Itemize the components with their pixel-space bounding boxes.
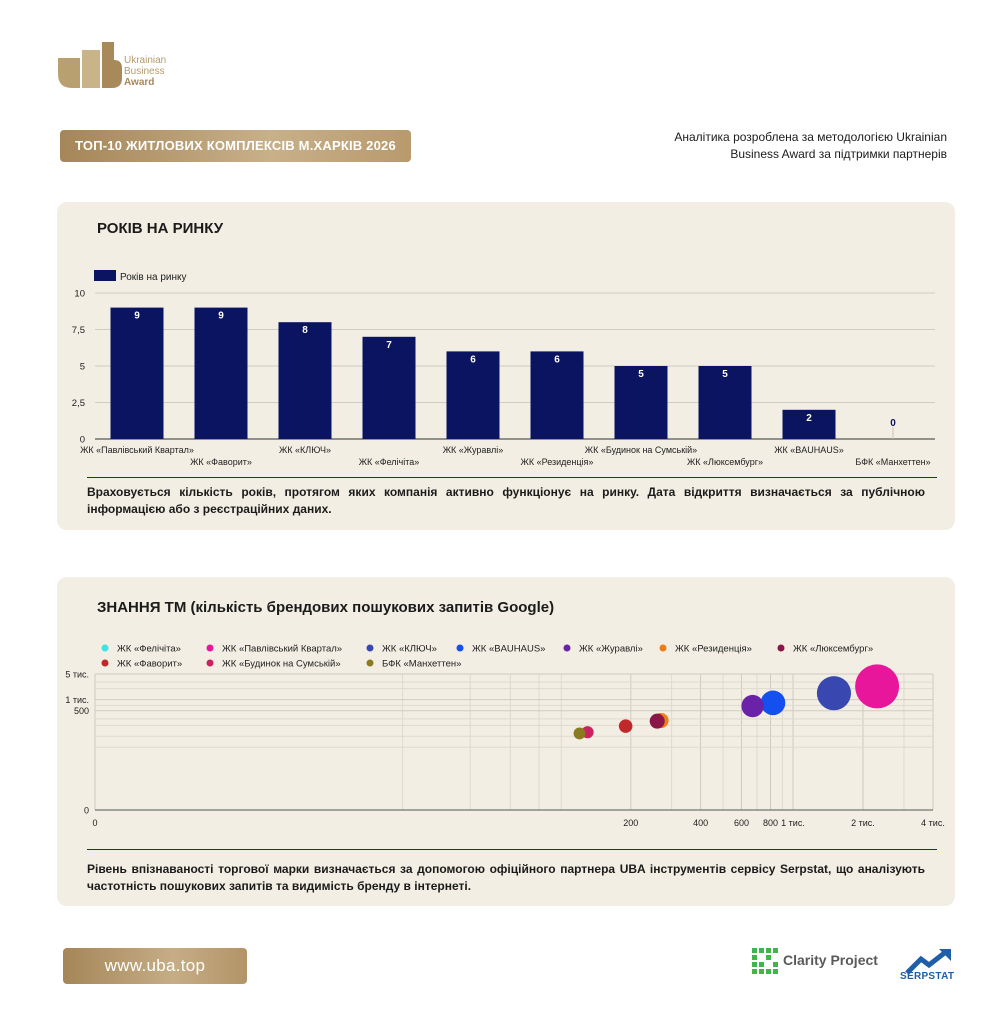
x-tick-label: 1 тис. bbox=[781, 818, 805, 828]
bar bbox=[110, 307, 164, 439]
y-tick-label: 10 bbox=[74, 289, 85, 300]
x-tick-label: ЖК «Будинок на Сумській» bbox=[585, 445, 697, 455]
y-tick-label: 500 bbox=[74, 706, 89, 716]
page-title: ТОП-10 ЖИТЛОВИХ КОМПЛЕКСІВ М.ХАРКІВ 2026 bbox=[60, 130, 411, 162]
divider bbox=[87, 477, 937, 478]
legend-marker bbox=[563, 644, 571, 652]
logo-wordmark: Ukrainian Business Award bbox=[124, 55, 166, 88]
bar-value-label: 6 bbox=[554, 354, 560, 365]
clarity-project-name: Clarity Project bbox=[783, 952, 878, 968]
uba-logo bbox=[58, 42, 122, 88]
y-tick-label: 0 bbox=[80, 435, 85, 446]
serpstat-logo-icon bbox=[905, 949, 951, 975]
legend-label: ЖК «Будинок на Сумській» bbox=[222, 659, 341, 670]
bar-value-label: 8 bbox=[302, 325, 308, 336]
y-tick-label: 5 bbox=[80, 362, 85, 373]
bar bbox=[278, 322, 332, 439]
years-on-market-card: РОКІВ НА РИНКУ Років на ринку 0 2,5 5 7,5 10 9… bbox=[57, 202, 955, 530]
brand-awareness-card: ЗНАННЯ ТМ (кількість брендових пошукових… bbox=[57, 577, 955, 906]
awareness-chart-note: Рівень впізнаваності торгової марки визн… bbox=[87, 862, 925, 893]
legend-label: ЖК «Фелічіта» bbox=[117, 644, 181, 655]
serpstat-name: SERPSTAT bbox=[900, 971, 955, 982]
bubble bbox=[573, 727, 586, 740]
logo-line-3: Award bbox=[124, 77, 155, 88]
bar-value-label: 9 bbox=[134, 311, 140, 322]
y-tick-label: 0 bbox=[84, 806, 89, 816]
x-tick-label: ЖК «Фаворит» bbox=[190, 457, 252, 467]
x-tick-label: БФК «Манхеттен» bbox=[855, 457, 930, 467]
legend-label: ЖК «КЛЮЧ» bbox=[382, 644, 437, 655]
x-tick-label: 600 bbox=[734, 818, 749, 828]
legend-label: ЖК «Люксембург» bbox=[793, 644, 873, 655]
legend-label: Років на ринку bbox=[120, 272, 187, 283]
legend-marker bbox=[206, 659, 214, 667]
website-link[interactable]: www.uba.top bbox=[63, 948, 247, 984]
awareness-bubble-chart: ЖК «Фелічіта» ЖК «Павлівський Квартал» ЖК … bbox=[65, 644, 945, 829]
bar-value-label: 9 bbox=[218, 311, 224, 322]
logo-line-1: Ukrainian bbox=[124, 55, 167, 66]
x-tick-label: 4 тис. bbox=[921, 818, 945, 828]
divider bbox=[87, 849, 937, 850]
y-tick-label: 1 тис. bbox=[65, 695, 89, 705]
bar bbox=[362, 336, 416, 439]
x-tick-label: ЖК «Резиденція» bbox=[521, 457, 594, 467]
bar-value-label: 5 bbox=[638, 369, 644, 380]
awareness-chart-title: ЗНАННЯ ТМ (кількість брендових пошукових… bbox=[97, 599, 555, 616]
bar bbox=[446, 351, 500, 439]
x-tick-label: 400 bbox=[693, 818, 708, 828]
y-tick-label: 5 тис. bbox=[65, 670, 89, 680]
bubble bbox=[741, 694, 764, 718]
x-tick-label: ЖК «Павлівський Квартал» bbox=[80, 445, 194, 455]
x-tick-label: 800 bbox=[763, 818, 778, 828]
x-tick-label: 2 тис. bbox=[851, 818, 875, 828]
legend-label: ЖК «Резиденція» bbox=[675, 644, 752, 655]
years-bar-chart: Років на ринку 0 2,5 5 7,5 10 9 ЖК «Павлівський… bbox=[72, 270, 935, 467]
legend-marker bbox=[456, 644, 464, 652]
legend-swatch bbox=[94, 270, 116, 281]
legend-marker bbox=[777, 644, 785, 652]
x-tick-label: ЖК «КЛЮЧ» bbox=[279, 445, 331, 455]
x-tick-label: 0 bbox=[92, 818, 97, 828]
x-tick-label: ЖК «Люксембург» bbox=[687, 457, 763, 467]
clarity-project-logo-icon bbox=[752, 948, 778, 974]
bar-value-label: 5 bbox=[722, 369, 728, 380]
legend-marker bbox=[206, 644, 214, 652]
bar-value-label: 7 bbox=[386, 340, 392, 351]
legend-marker bbox=[659, 644, 667, 652]
legend-marker bbox=[366, 644, 374, 652]
bar-value-label: 2 bbox=[806, 413, 812, 424]
bubble bbox=[618, 719, 633, 733]
bar bbox=[698, 366, 752, 439]
legend-label: ЖК «Фаворит» bbox=[117, 659, 182, 670]
legend-marker bbox=[101, 644, 109, 652]
logo-line-2: Business bbox=[124, 66, 165, 77]
y-tick-label: 2,5 bbox=[72, 398, 85, 409]
legend-label: ЖК «Журавлі» bbox=[579, 644, 643, 655]
legend-label: ЖК «Павлівський Квартал» bbox=[222, 644, 342, 655]
bar-value-label: 0 bbox=[890, 418, 896, 429]
bubble bbox=[760, 690, 786, 716]
bubble bbox=[855, 664, 900, 709]
legend-label: ЖК «BAUHAUS» bbox=[472, 644, 545, 655]
bar bbox=[194, 307, 248, 439]
years-chart-note: Враховується кількість років, протягом я… bbox=[87, 485, 925, 516]
x-tick-label: ЖК «Журавлі» bbox=[443, 445, 504, 455]
bubble bbox=[816, 676, 852, 711]
legend-label: БФК «Манхеттен» bbox=[382, 659, 461, 670]
methodology-note: Аналітика розроблена за методологією Ukr… bbox=[674, 130, 947, 161]
bar bbox=[614, 366, 668, 439]
y-tick-label: 7,5 bbox=[72, 325, 85, 336]
years-chart-title: РОКІВ НА РИНКУ bbox=[97, 220, 224, 237]
x-tick-label: ЖК «Фелічіта» bbox=[359, 457, 420, 467]
bar-value-label: 6 bbox=[470, 354, 476, 365]
bar bbox=[782, 409, 836, 439]
legend-marker bbox=[101, 659, 109, 667]
legend-marker bbox=[366, 659, 374, 667]
bar bbox=[530, 351, 584, 439]
x-tick-label: ЖК «BAUHAUS» bbox=[774, 445, 844, 455]
x-tick-label: 200 bbox=[623, 818, 638, 828]
bubble bbox=[649, 713, 665, 729]
